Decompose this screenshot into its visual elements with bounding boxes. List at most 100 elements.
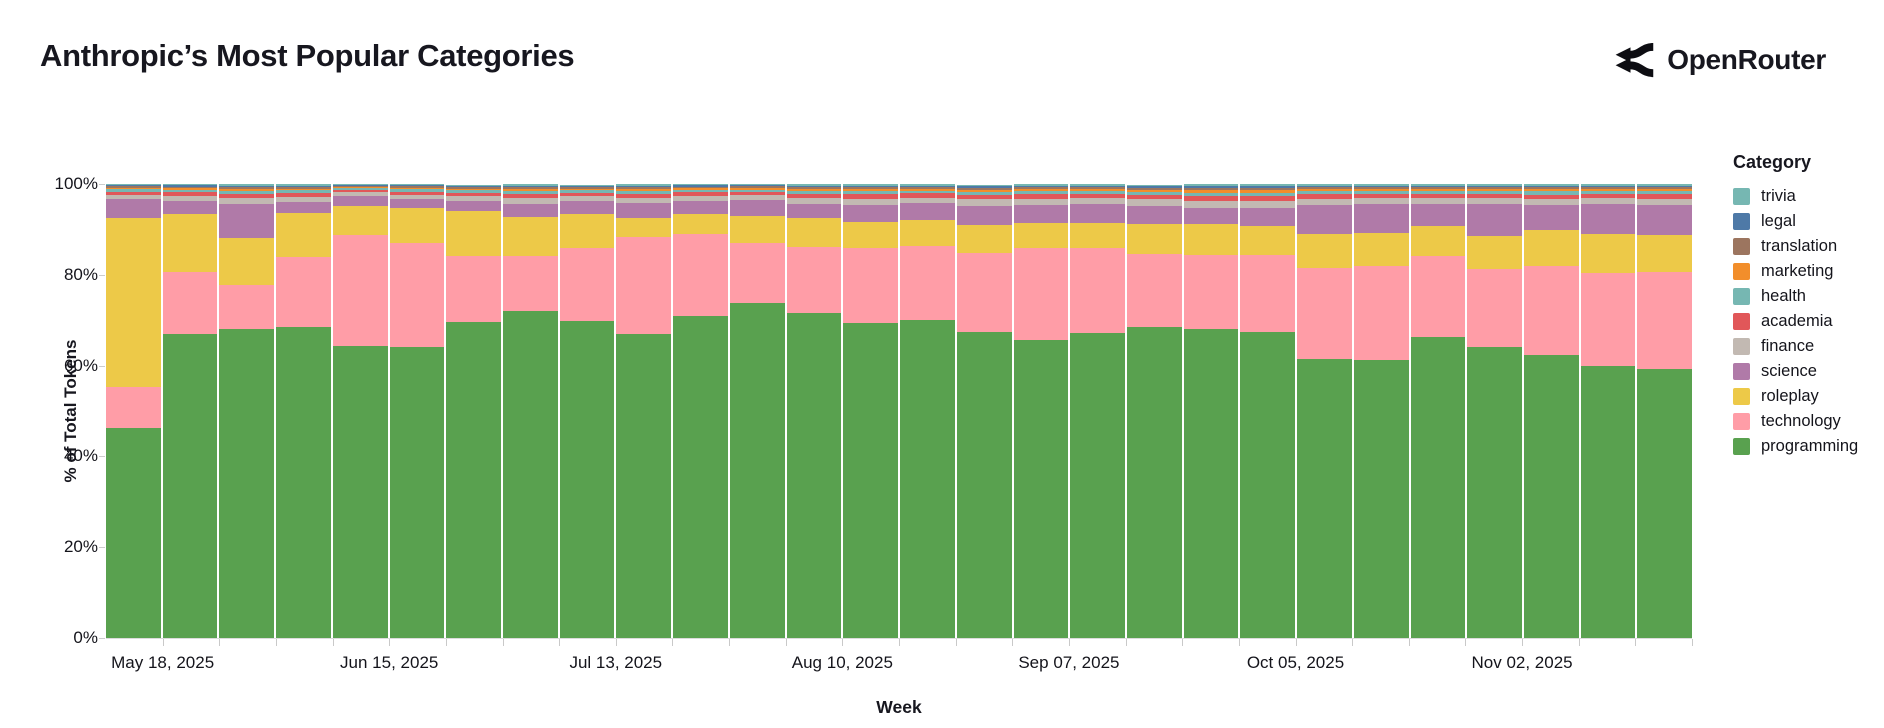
segment-academia[interactable] [276, 193, 331, 197]
segment-health[interactable] [616, 190, 672, 194]
segment-legal[interactable] [276, 185, 331, 188]
segment-trivia[interactable] [1070, 184, 1125, 186]
bar-week-jun-22-2025[interactable] [446, 184, 502, 638]
segment-marketing[interactable] [1126, 189, 1182, 192]
segment-trivia[interactable] [843, 184, 899, 186]
segment-academia[interactable] [559, 192, 615, 197]
segment-academia[interactable] [1070, 193, 1125, 198]
segment-marketing[interactable] [389, 187, 445, 190]
segment-science[interactable] [786, 204, 842, 219]
segment-technology[interactable] [503, 255, 558, 312]
segment-marketing[interactable] [1580, 189, 1636, 192]
segment-science[interactable] [162, 200, 218, 215]
segment-science[interactable] [1183, 207, 1239, 224]
segment-academia[interactable] [616, 193, 672, 198]
segment-finance[interactable] [1637, 199, 1693, 206]
segment-academia[interactable] [1297, 194, 1352, 199]
bar-week-nov-16-2025[interactable] [1637, 184, 1693, 638]
segment-finance[interactable] [1070, 197, 1125, 204]
segment-legal[interactable] [446, 185, 502, 188]
segment-science[interactable] [106, 199, 161, 219]
segment-finance[interactable] [559, 196, 615, 202]
segment-translation[interactable] [1240, 188, 1296, 190]
segment-legal[interactable] [332, 184, 388, 186]
segment-roleplay[interactable] [729, 215, 785, 243]
segment-science[interactable] [1070, 203, 1125, 224]
segment-translation[interactable] [503, 187, 558, 190]
segment-health[interactable] [1297, 191, 1352, 195]
segment-health[interactable] [1240, 192, 1296, 196]
segment-translation[interactable] [1467, 187, 1522, 190]
segment-translation[interactable] [1580, 187, 1636, 190]
segment-trivia[interactable] [162, 184, 218, 186]
segment-academia[interactable] [786, 194, 842, 199]
segment-technology[interactable] [1353, 266, 1409, 361]
legend-item-academia[interactable]: academia [1733, 312, 1858, 331]
segment-marketing[interactable] [1467, 189, 1522, 192]
segment-technology[interactable] [219, 285, 275, 329]
bar-week-sep-21-2025[interactable] [1183, 184, 1239, 638]
segment-roleplay[interactable] [1126, 223, 1182, 254]
segment-science[interactable] [1126, 205, 1182, 224]
segment-science[interactable] [1580, 204, 1636, 234]
segment-technology[interactable] [1410, 255, 1466, 337]
segment-academia[interactable] [1013, 194, 1069, 199]
segment-finance[interactable] [1580, 198, 1636, 205]
segment-marketing[interactable] [900, 188, 955, 191]
segment-roleplay[interactable] [956, 224, 1012, 253]
segment-trivia[interactable] [956, 184, 1012, 187]
segment-technology[interactable] [900, 246, 955, 321]
segment-legal[interactable] [106, 185, 161, 187]
segment-programming[interactable] [673, 315, 728, 638]
segment-trivia[interactable] [1240, 184, 1296, 187]
segment-science[interactable] [1410, 203, 1466, 226]
segment-legal[interactable] [1353, 185, 1409, 188]
segment-finance[interactable] [616, 197, 672, 204]
segment-trivia[interactable] [729, 184, 785, 186]
segment-marketing[interactable] [843, 189, 899, 192]
segment-roleplay[interactable] [332, 206, 388, 236]
segment-roleplay[interactable] [1070, 223, 1125, 248]
segment-legal[interactable] [1637, 185, 1693, 188]
legend-item-legal[interactable]: legal [1733, 212, 1858, 231]
segment-legal[interactable] [1410, 185, 1466, 188]
segment-health[interactable] [900, 190, 955, 194]
bar-week-nov-02-2025[interactable] [1523, 184, 1579, 638]
legend-item-science[interactable]: science [1733, 362, 1858, 381]
bar-week-jul-06-2025[interactable] [559, 184, 615, 638]
bar-week-aug-24-2025[interactable] [956, 184, 1012, 638]
segment-translation[interactable] [1183, 188, 1239, 190]
segment-marketing[interactable] [219, 189, 275, 192]
segment-science[interactable] [219, 204, 275, 239]
segment-programming[interactable] [1240, 332, 1296, 638]
segment-roleplay[interactable] [1637, 234, 1693, 272]
segment-roleplay[interactable] [389, 208, 445, 243]
segment-marketing[interactable] [1523, 189, 1579, 192]
legend-item-technology[interactable]: technology [1733, 412, 1858, 431]
segment-translation[interactable] [900, 187, 955, 189]
segment-marketing[interactable] [729, 187, 785, 190]
segment-academia[interactable] [1353, 193, 1409, 198]
segment-finance[interactable] [162, 195, 218, 201]
segment-finance[interactable] [1240, 200, 1296, 208]
segment-health[interactable] [1183, 192, 1239, 196]
segment-technology[interactable] [1637, 271, 1693, 370]
segment-trivia[interactable] [786, 184, 842, 186]
segment-science[interactable] [616, 203, 672, 218]
segment-roleplay[interactable] [786, 218, 842, 247]
segment-legal[interactable] [1126, 186, 1182, 188]
bar-week-sep-07-2025[interactable] [1070, 184, 1125, 638]
segment-academia[interactable] [1523, 194, 1579, 200]
segment-academia[interactable] [1637, 194, 1693, 200]
segment-roleplay[interactable] [559, 214, 615, 248]
segment-health[interactable] [729, 189, 785, 192]
bar-week-may-18-2025[interactable] [162, 184, 218, 638]
segment-finance[interactable] [503, 198, 558, 205]
segment-health[interactable] [1523, 191, 1579, 195]
segment-trivia[interactable] [900, 184, 955, 186]
segment-science[interactable] [1637, 205, 1693, 235]
segment-roleplay[interactable] [1240, 225, 1296, 256]
segment-finance[interactable] [1183, 200, 1239, 208]
segment-trivia[interactable] [332, 184, 388, 185]
segment-trivia[interactable] [1126, 184, 1182, 187]
